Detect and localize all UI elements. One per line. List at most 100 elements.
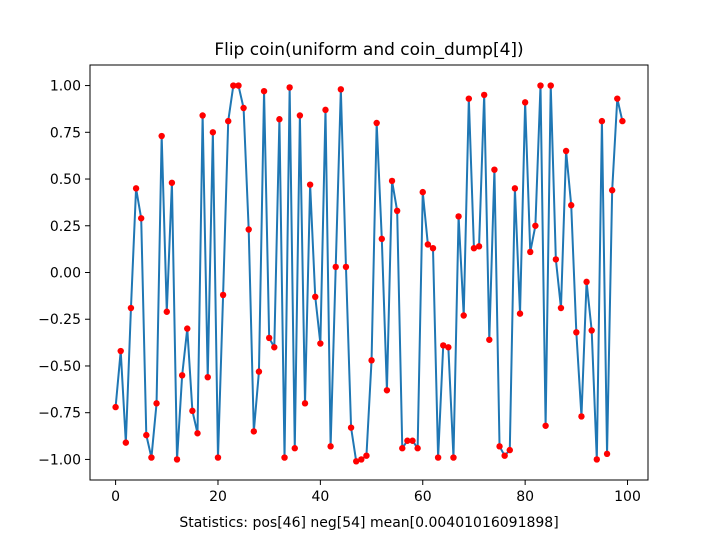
data-point	[265, 334, 273, 342]
data-point	[588, 327, 595, 334]
data-point	[122, 439, 130, 446]
data-point	[306, 181, 314, 188]
data-point	[480, 91, 488, 99]
data-point	[286, 84, 293, 91]
data-point	[148, 454, 155, 461]
x-tick-label: 20	[209, 489, 227, 505]
data-point	[332, 263, 339, 271]
data-point	[598, 117, 606, 125]
data-point	[225, 117, 232, 125]
data-point	[317, 340, 324, 347]
x-tick-label: 100	[614, 489, 641, 505]
data-point	[537, 82, 544, 89]
plot-frame	[89, 64, 649, 481]
series-group	[112, 82, 626, 465]
data-point	[230, 82, 237, 89]
data-point	[445, 344, 452, 351]
data-point	[347, 424, 355, 431]
series-line	[114, 84, 624, 463]
data-point	[383, 387, 391, 394]
data-point	[378, 235, 385, 243]
y-tick-label: −0.25	[38, 312, 81, 328]
data-point	[557, 304, 565, 312]
data-point	[194, 430, 201, 437]
data-point	[460, 312, 467, 319]
data-point	[322, 106, 329, 114]
data-point	[511, 185, 519, 192]
data-point	[363, 452, 370, 459]
x-axis-ticks: 0 20 40 60 80 100	[111, 480, 641, 505]
x-tick-label: 60	[414, 489, 432, 505]
data-point	[496, 443, 503, 450]
data-point	[542, 422, 549, 429]
data-point	[475, 243, 483, 250]
data-point	[388, 177, 396, 185]
data-point	[240, 104, 247, 112]
data-point	[424, 241, 432, 248]
data-point	[614, 95, 621, 102]
data-point	[301, 400, 309, 407]
data-point	[506, 446, 513, 454]
data-point	[132, 185, 140, 192]
data-point	[399, 445, 406, 452]
data-point	[486, 336, 493, 343]
x-axis-label: Statistics: pos[46] neg[54] mean[0.00401…	[179, 515, 558, 531]
y-axis-ticks: −1.00 −0.75 −0.50 −0.25 0.00 0.25 0.50 0.75 1.00	[38, 79, 90, 468]
data-point	[393, 207, 401, 215]
data-point	[353, 458, 360, 465]
data-point	[189, 407, 196, 415]
data-point	[153, 400, 160, 407]
data-point	[419, 188, 426, 196]
data-point	[593, 456, 601, 463]
data-point	[568, 202, 575, 209]
x-tick-label: 40	[311, 489, 329, 505]
data-point	[276, 116, 283, 123]
data-point	[527, 248, 534, 256]
data-point	[552, 256, 560, 263]
data-point	[291, 445, 298, 452]
data-point	[184, 325, 191, 332]
data-point	[465, 95, 473, 102]
data-point	[296, 112, 304, 119]
data-point	[214, 454, 222, 461]
data-point	[219, 291, 227, 299]
data-point	[547, 82, 554, 89]
y-tick-label: −1.00	[38, 452, 81, 468]
data-point	[434, 454, 442, 461]
y-tick-label: 1.00	[50, 79, 81, 95]
data-point	[112, 403, 119, 411]
data-point	[312, 293, 319, 301]
data-point	[516, 310, 524, 317]
y-tick-label: 0.25	[50, 219, 81, 235]
data-point	[583, 278, 590, 286]
data-point	[163, 308, 170, 315]
data-point	[137, 215, 145, 222]
data-point	[199, 112, 206, 119]
data-point	[342, 263, 350, 271]
data-point	[429, 244, 437, 252]
data-point	[404, 437, 411, 444]
data-point	[373, 119, 380, 127]
data-point	[573, 329, 580, 336]
data-point	[368, 357, 375, 364]
data-point	[414, 445, 421, 452]
y-tick-label: −0.75	[38, 406, 81, 422]
data-point	[608, 187, 616, 194]
data-point	[158, 132, 165, 140]
data-point	[255, 368, 263, 375]
data-point	[143, 431, 150, 439]
y-tick-label: −0.50	[38, 359, 81, 375]
y-tick-label: 0.50	[50, 172, 81, 188]
data-point	[117, 347, 124, 355]
data-point	[358, 456, 365, 463]
x-tick-label: 80	[516, 489, 534, 505]
data-point	[455, 213, 462, 220]
data-point	[281, 454, 288, 461]
data-point	[271, 344, 278, 351]
data-point	[578, 413, 585, 420]
data-point	[245, 226, 252, 233]
data-point	[470, 244, 478, 252]
data-point	[532, 222, 539, 229]
data-point	[127, 304, 135, 312]
